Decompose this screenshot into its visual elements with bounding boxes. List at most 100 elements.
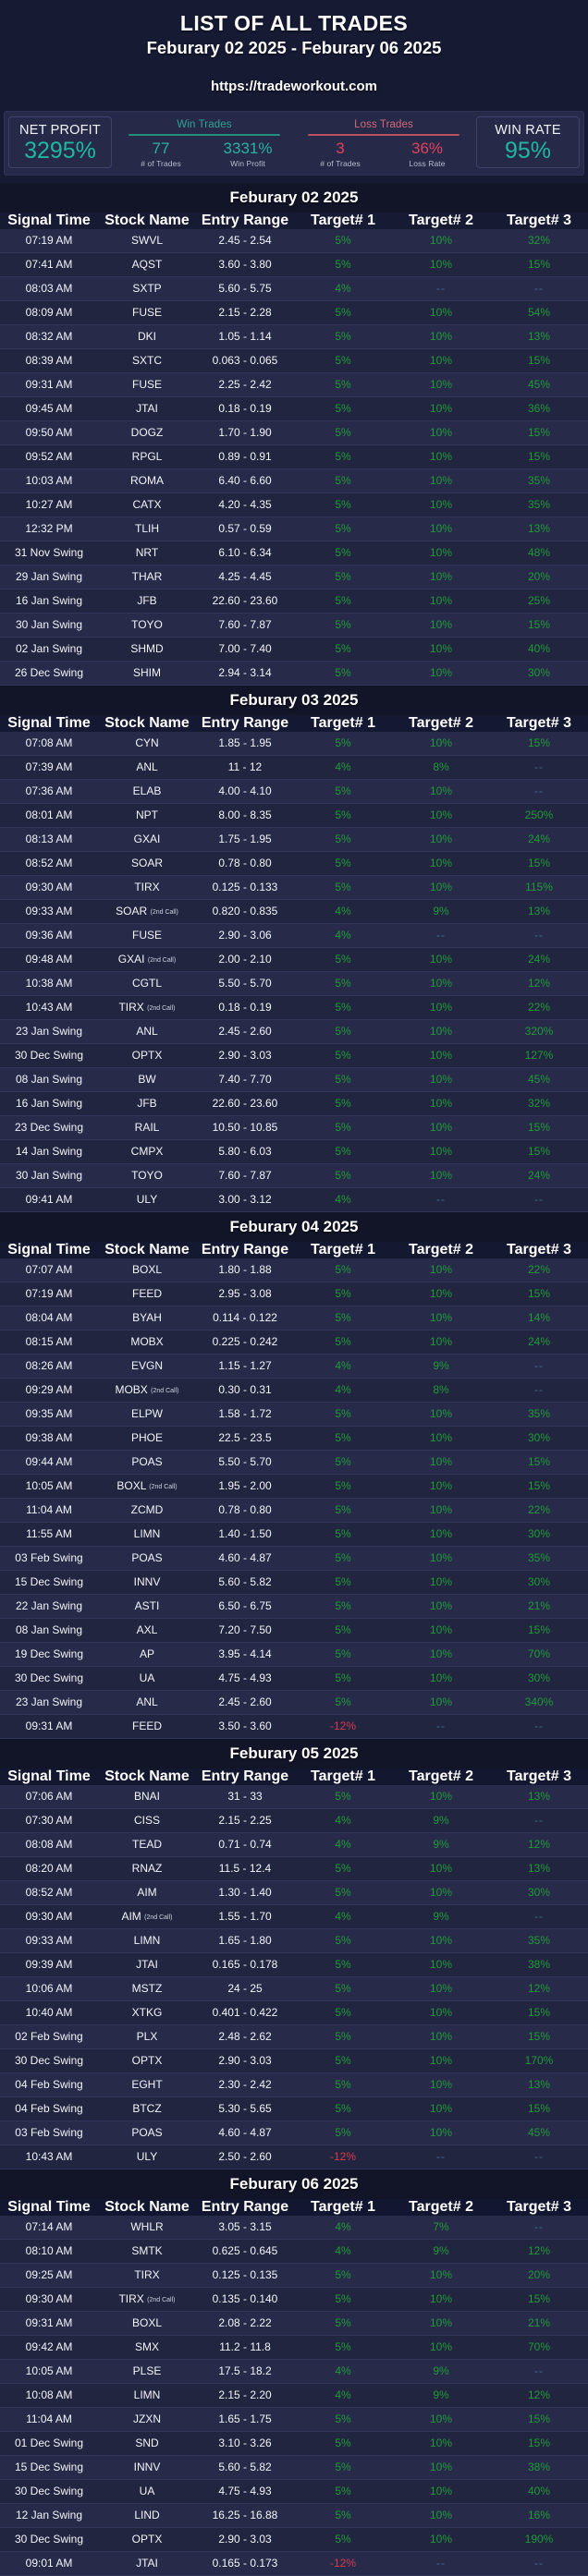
table-row[interactable]: 09:31 AM FUSE 2.25 - 2.42 5% 10% 45% <box>0 372 588 397</box>
table-row[interactable]: 30 Dec Swing UA 4.75 - 4.93 5% 10% 30% <box>0 1666 588 1691</box>
cell-stock-name: CATX <box>98 492 196 517</box>
table-row[interactable]: 30 Dec Swing UA 4.75 - 4.93 5% 10% 40% <box>0 2479 588 2504</box>
table-row[interactable]: 09:42 AM SMX 11.2 - 11.8 5% 10% 70% <box>0 2335 588 2360</box>
table-row[interactable]: 09:41 AM ULY 3.00 - 3.12 4% -- -- <box>0 1187 588 1212</box>
table-row[interactable]: 10:03 AM ROMA 6.40 - 6.60 5% 10% 35% <box>0 468 588 493</box>
table-row[interactable]: 08:04 AM BYAH 0.114 - 0.122 5% 10% 14% <box>0 1306 588 1331</box>
table-row[interactable]: 29 Jan Swing THAR 4.25 - 4.45 5% 10% 20% <box>0 565 588 589</box>
cell-entry-range: 0.78 - 0.80 <box>196 851 294 876</box>
table-row[interactable]: 23 Jan Swing ANL 2.45 - 2.60 5% 10% 340% <box>0 1690 588 1715</box>
table-row[interactable]: 07:41 AM AQST 3.60 - 3.80 5% 10% 15% <box>0 252 588 277</box>
table-row[interactable]: 07:14 AM WHLR 3.05 - 3.15 4% 7% -- <box>0 2215 588 2240</box>
table-row[interactable]: 10:38 AM CGTL 5.50 - 5.70 5% 10% 12% <box>0 971 588 996</box>
table-row[interactable]: 09:01 AM JTAI 0.165 - 0.173 -12% -- -- <box>0 2551 588 2576</box>
cell-stock-name: LIMN <box>98 1522 196 1547</box>
table-row[interactable]: 08:39 AM SXTC 0.063 - 0.065 5% 10% 15% <box>0 348 588 373</box>
table-row[interactable]: 09:50 AM DOGZ 1.70 - 1.90 5% 10% 15% <box>0 420 588 445</box>
table-row[interactable]: 08:20 AM RNAZ 11.5 - 12.4 5% 10% 13% <box>0 1856 588 1881</box>
table-row[interactable]: 08:10 AM SMTK 0.625 - 0.645 4% 9% 12% <box>0 2239 588 2264</box>
table-row[interactable]: 09:48 AM GXAI (2nd Call) 2.00 - 2.10 5% 10% 2… <box>0 947 588 972</box>
table-row[interactable]: 09:35 AM ELPW 1.58 - 1.72 5% 10% 35% <box>0 1402 588 1427</box>
cell-signal-time: 09:35 AM <box>0 1402 98 1427</box>
table-row[interactable]: 11:04 AM JZXN 1.65 - 1.75 5% 10% 15% <box>0 2407 588 2432</box>
cell-target-2: -- <box>392 923 490 948</box>
table-row[interactable]: 30 Dec Swing OPTX 2.90 - 3.03 5% 10% 127% <box>0 1043 588 1068</box>
table-row[interactable]: 30 Dec Swing OPTX 2.90 - 3.03 5% 10% 170% <box>0 2048 588 2073</box>
table-row[interactable]: 04 Feb Swing BTCZ 5.30 - 5.65 5% 10% 15% <box>0 2096 588 2121</box>
table-row[interactable]: 30 Jan Swing TOYO 7.60 - 7.87 5% 10% 24% <box>0 1163 588 1188</box>
table-row[interactable]: 08:01 AM NPT 8.00 - 8.35 5% 10% 250% <box>0 803 588 828</box>
table-row[interactable]: 09:52 AM RPGL 0.89 - 0.91 5% 10% 15% <box>0 444 588 469</box>
table-row[interactable]: 19 Dec Swing AP 3.95 - 4.14 5% 10% 70% <box>0 1642 588 1667</box>
table-row[interactable]: 03 Feb Swing POAS 4.60 - 4.87 5% 10% 35% <box>0 1546 588 1571</box>
table-row[interactable]: 09:45 AM JTAI 0.18 - 0.19 5% 10% 36% <box>0 396 588 421</box>
table-row[interactable]: 09:30 AM TIRX 0.125 - 0.133 5% 10% 115% <box>0 875 588 900</box>
table-row[interactable]: 09:31 AM BOXL 2.08 - 2.22 5% 10% 21% <box>0 2311 588 2336</box>
table-row[interactable]: 02 Feb Swing PLX 2.48 - 2.62 5% 10% 15% <box>0 2024 588 2049</box>
table-row[interactable]: 03 Feb Swing POAS 4.60 - 4.87 5% 10% 45% <box>0 2120 588 2145</box>
table-row[interactable]: 09:25 AM TIRX 0.125 - 0.135 5% 10% 20% <box>0 2263 588 2288</box>
table-row[interactable]: 26 Dec Swing SHIM 2.94 - 3.14 5% 10% 30% <box>0 661 588 686</box>
table-row[interactable]: 08:09 AM FUSE 2.15 - 2.28 5% 10% 54% <box>0 300 588 325</box>
table-row[interactable]: 10:06 AM MSTZ 24 - 25 5% 10% 12% <box>0 1976 588 2001</box>
table-row[interactable]: 11:04 AM ZCMD 0.78 - 0.80 5% 10% 22% <box>0 1498 588 1523</box>
stock-ticker: TIRX <box>118 2292 144 2306</box>
table-row[interactable]: 10:05 AM PLSE 17.5 - 18.2 4% 9% -- <box>0 2359 588 2384</box>
table-row[interactable]: 07:06 AM BNAI 31 - 33 5% 10% 13% <box>0 1784 588 1809</box>
table-row[interactable]: 09:33 AM LIMN 1.65 - 1.80 5% 10% 35% <box>0 1928 588 1953</box>
table-row[interactable]: 09:44 AM POAS 5.50 - 5.70 5% 10% 15% <box>0 1450 588 1475</box>
table-row[interactable]: 07:36 AM ELAB 4.00 - 4.10 5% 10% -- <box>0 779 588 804</box>
table-row[interactable]: 09:30 AM AIM (2nd Call) 1.55 - 1.70 4% 9% -- <box>0 1904 588 1929</box>
table-row[interactable]: 08:26 AM EVGN 1.15 - 1.27 4% 9% -- <box>0 1354 588 1379</box>
table-row[interactable]: 10:43 AM TIRX (2nd Call) 0.18 - 0.19 5% 10% 2… <box>0 995 588 1020</box>
table-row[interactable]: 02 Jan Swing SHMD 7.00 - 7.40 5% 10% 40% <box>0 637 588 662</box>
table-row[interactable]: 07:39 AM ANL 11 - 12 4% 8% -- <box>0 755 588 780</box>
table-row[interactable]: 10:08 AM LIMN 2.15 - 2.20 4% 9% 12% <box>0 2383 588 2408</box>
cell-target-1: 5% <box>294 1642 392 1667</box>
table-row[interactable]: 15 Dec Swing INNV 5.60 - 5.82 5% 10% 38% <box>0 2455 588 2480</box>
cell-target-1: -12% <box>294 2551 392 2576</box>
table-row[interactable]: 04 Feb Swing EGHT 2.30 - 2.42 5% 10% 13% <box>0 2072 588 2097</box>
column-header-stock-name: Stock Name <box>104 212 190 228</box>
table-row[interactable]: 16 Jan Swing JFB 22.60 - 23.60 5% 10% 25% <box>0 589 588 614</box>
table-row[interactable]: 08:08 AM TEAD 0.71 - 0.74 4% 9% 12% <box>0 1832 588 1857</box>
table-row[interactable]: 08:52 AM SOAR 0.78 - 0.80 5% 10% 15% <box>0 851 588 876</box>
table-row[interactable]: 31 Nov Swing NRT 6.10 - 6.34 5% 10% 48% <box>0 541 588 565</box>
table-row[interactable]: 07:08 AM CYN 1.85 - 1.95 5% 10% 15% <box>0 731 588 756</box>
table-row[interactable]: 08:13 AM GXAI 1.75 - 1.95 5% 10% 24% <box>0 827 588 852</box>
table-row[interactable]: 09:38 AM PHOE 22.5 - 23.5 5% 10% 30% <box>0 1426 588 1451</box>
table-row[interactable]: 07:19 AM SWVL 2.45 - 2.54 5% 10% 32% <box>0 228 588 253</box>
table-row[interactable]: 09:31 AM FEED 3.50 - 3.60 -12% -- -- <box>0 1714 588 1739</box>
table-row[interactable]: 07:19 AM FEED 2.95 - 3.08 5% 10% 15% <box>0 1282 588 1306</box>
table-row[interactable]: 08:03 AM SXTP 5.60 - 5.75 4% -- -- <box>0 276 588 301</box>
table-row[interactable]: 07:07 AM BOXL 1.80 - 1.88 5% 10% 22% <box>0 1258 588 1282</box>
table-row[interactable]: 12 Jan Swing LIND 16.25 - 16.88 5% 10% 16% <box>0 2503 588 2528</box>
table-row[interactable]: 10:27 AM CATX 4.20 - 4.35 5% 10% 35% <box>0 492 588 517</box>
table-row[interactable]: 23 Jan Swing ANL 2.45 - 2.60 5% 10% 320% <box>0 1019 588 1044</box>
table-row[interactable]: 09:36 AM FUSE 2.90 - 3.06 4% -- -- <box>0 923 588 948</box>
table-row[interactable]: 08:15 AM MOBX 0.225 - 0.242 5% 10% 24% <box>0 1330 588 1355</box>
table-row[interactable]: 22 Jan Swing ASTI 6.50 - 6.75 5% 10% 21% <box>0 1594 588 1619</box>
table-row[interactable]: 08 Jan Swing BW 7.40 - 7.70 5% 10% 45% <box>0 1067 588 1092</box>
table-row[interactable]: 01 Dec Swing SND 3.10 - 3.26 5% 10% 15% <box>0 2431 588 2456</box>
table-row[interactable]: 30 Dec Swing OPTX 2.90 - 3.03 5% 10% 190% <box>0 2527 588 2552</box>
table-row[interactable]: 08 Jan Swing AXL 7.20 - 7.50 5% 10% 15% <box>0 1618 588 1643</box>
table-row[interactable]: 09:29 AM MOBX (2nd Call) 0.30 - 0.31 4% 8% -- <box>0 1378 588 1403</box>
table-row[interactable]: 10:43 AM ULY 2.50 - 2.60 -12% -- -- <box>0 2145 588 2169</box>
table-row[interactable]: 09:39 AM JTAI 0.165 - 0.178 5% 10% 38% <box>0 1952 588 1977</box>
table-row[interactable]: 09:30 AM TIRX (2nd Call) 0.135 - 0.140 5% 10… <box>0 2287 588 2312</box>
table-row[interactable]: 23 Dec Swing RAIL 10.50 - 10.85 5% 10% 15% <box>0 1115 588 1140</box>
table-row[interactable]: 08:32 AM DKI 1.05 - 1.14 5% 10% 13% <box>0 324 588 349</box>
table-row[interactable]: 30 Jan Swing TOYO 7.60 - 7.87 5% 10% 15% <box>0 613 588 638</box>
table-row[interactable]: 08:52 AM AIM 1.30 - 1.40 5% 10% 30% <box>0 1880 588 1905</box>
table-row[interactable]: 07:30 AM CISS 2.15 - 2.25 4% 9% -- <box>0 1808 588 1833</box>
table-row[interactable]: 16 Jan Swing JFB 22.60 - 23.60 5% 10% 32% <box>0 1091 588 1116</box>
table-row[interactable]: 11:55 AM LIMN 1.40 - 1.50 5% 10% 30% <box>0 1522 588 1547</box>
cell-entry-range: 4.20 - 4.35 <box>196 492 294 517</box>
table-row[interactable]: 14 Jan Swing CMPX 5.80 - 6.03 5% 10% 15% <box>0 1139 588 1164</box>
table-row[interactable]: 12:32 PM TLIH 0.57 - 0.59 5% 10% 13% <box>0 516 588 541</box>
table-row[interactable]: 09:33 AM SOAR (2nd Call) 0.820 - 0.835 4% 9%… <box>0 899 588 924</box>
table-row[interactable]: 15 Dec Swing INNV 5.60 - 5.82 5% 10% 30% <box>0 1570 588 1595</box>
table-row[interactable]: 10:05 AM BOXL (2nd Call) 1.95 - 2.00 5% 10% 1… <box>0 1474 588 1499</box>
table-row[interactable]: 10:40 AM XTKG 0.401 - 0.422 5% 10% 15% <box>0 2000 588 2025</box>
